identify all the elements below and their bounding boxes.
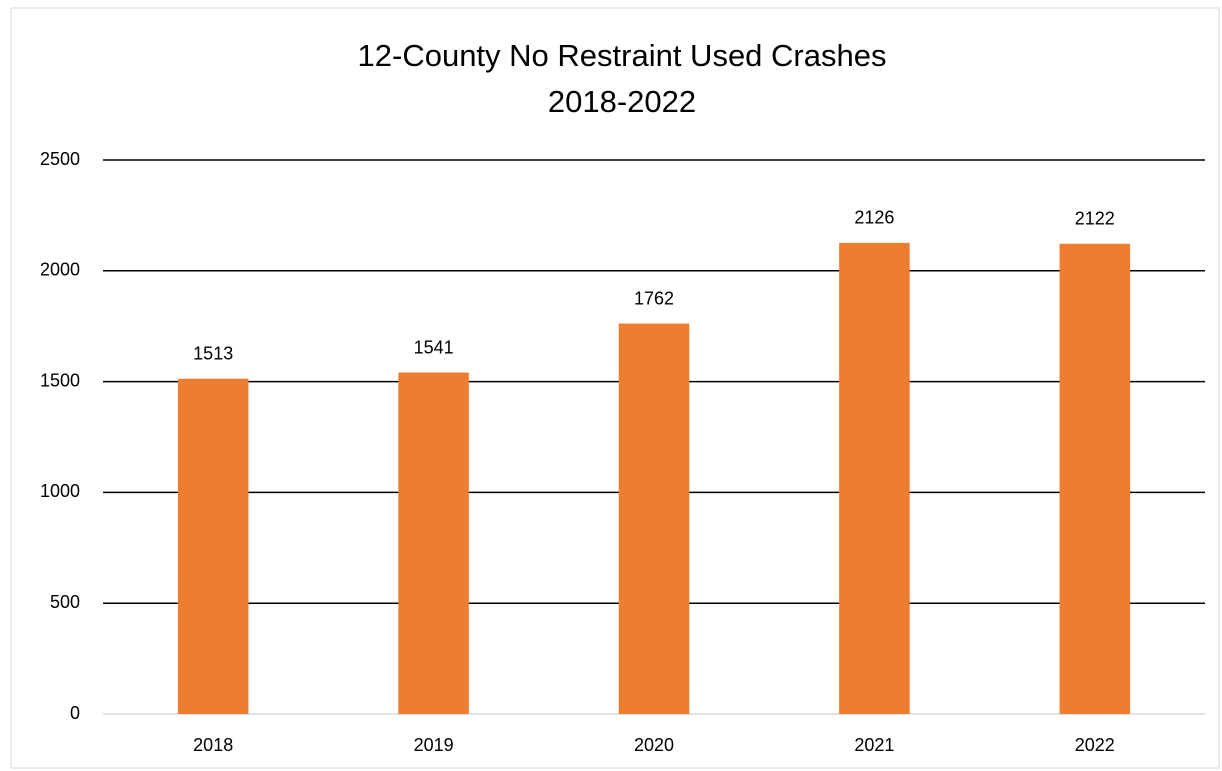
data-label: 2126 xyxy=(854,208,894,228)
data-label: 1513 xyxy=(193,343,233,363)
y-tick-label: 2500 xyxy=(40,149,80,169)
data-label: 1762 xyxy=(634,288,674,308)
data-label: 2122 xyxy=(1075,209,1115,229)
bar xyxy=(177,378,249,714)
bar xyxy=(618,323,690,714)
y-tick-label: 2000 xyxy=(40,260,80,280)
x-tick-label: 2018 xyxy=(193,735,233,755)
bar xyxy=(839,242,910,714)
data-label: 1541 xyxy=(414,337,454,357)
x-tick-label: 2020 xyxy=(634,735,674,755)
chart-title: 12-County No Restraint Used Crashes xyxy=(358,38,887,73)
x-tick-label: 2019 xyxy=(414,735,454,755)
bar xyxy=(398,372,469,714)
x-tick-label: 2021 xyxy=(854,735,894,755)
chart-subtitle: 2018-2022 xyxy=(548,84,696,119)
y-tick-label: 1000 xyxy=(40,481,80,501)
y-tick-label: 1500 xyxy=(40,370,80,390)
bar xyxy=(1059,243,1131,714)
y-tick-label: 500 xyxy=(50,592,80,612)
x-tick-label: 2022 xyxy=(1075,735,1115,755)
y-tick-label: 0 xyxy=(70,703,80,723)
